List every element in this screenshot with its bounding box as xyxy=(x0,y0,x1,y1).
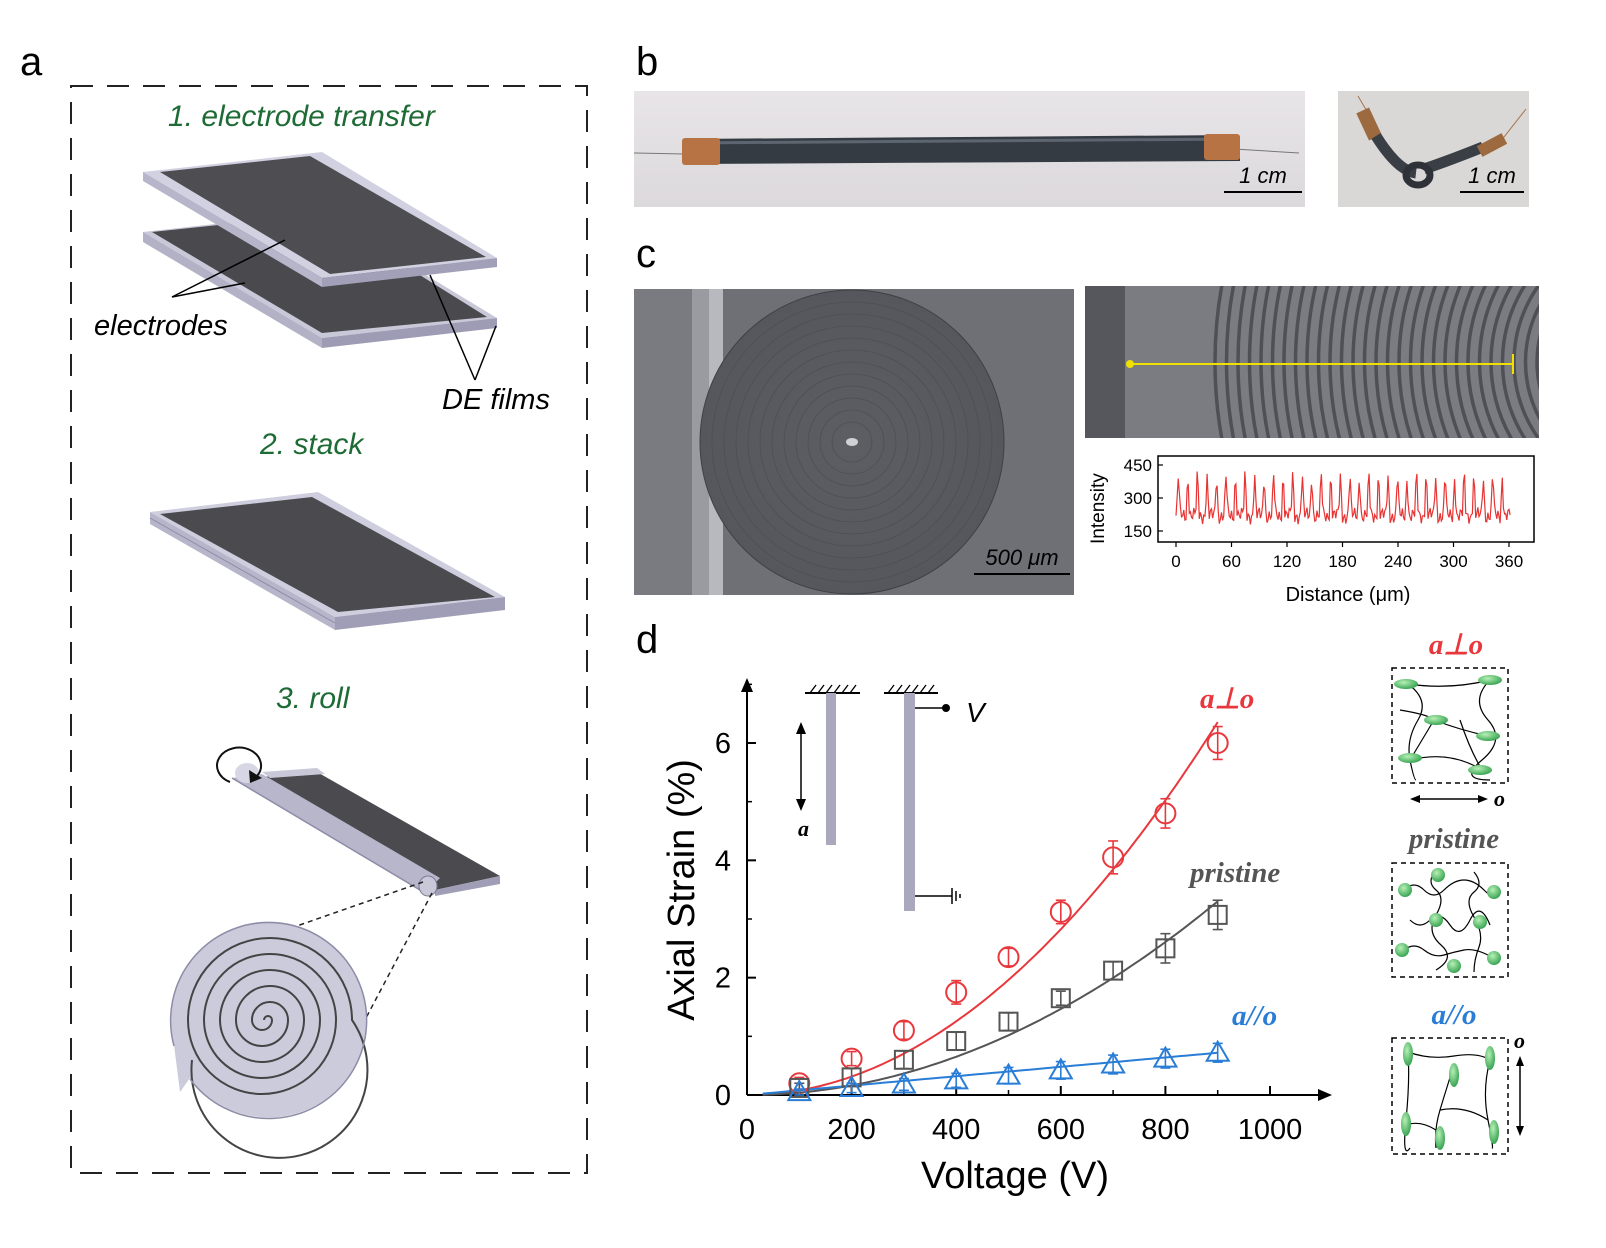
panel-d-letter: d xyxy=(636,618,659,662)
data-point xyxy=(995,1062,1022,1085)
data-point xyxy=(789,1077,810,1098)
series-label-pristine: pristine xyxy=(1187,857,1280,889)
profile-ylabel: Intensity xyxy=(1088,473,1109,544)
panel-a-letter: a xyxy=(20,40,43,84)
panel-a-diagram xyxy=(70,85,588,1174)
chart-xtick: 600 xyxy=(1037,1114,1085,1146)
data-point xyxy=(1050,988,1071,1009)
data-point xyxy=(840,1047,863,1070)
orientation-schematics: a⊥o o pristine a//o xyxy=(1391,629,1525,1155)
chart-xtick: 200 xyxy=(827,1114,875,1146)
data-point xyxy=(1048,1057,1074,1080)
electrodes-label: electrodes xyxy=(94,310,228,342)
data-point xyxy=(946,1031,967,1052)
panel-b-letter: b xyxy=(636,40,659,84)
data-point xyxy=(786,1079,813,1102)
data-point xyxy=(998,1011,1019,1032)
profile-xtick: 300 xyxy=(1439,552,1467,571)
data-point xyxy=(838,1074,865,1097)
schematic-label-apar: a//o xyxy=(1431,999,1476,1031)
scale-text-c: 500 μm xyxy=(985,545,1059,570)
profile-ytick: 150 xyxy=(1124,522,1152,541)
data-point xyxy=(1102,840,1125,875)
step1-label: 1. electrode transfer xyxy=(168,100,435,133)
chart-xtick: 1000 xyxy=(1238,1114,1303,1146)
inset-v-label: V xyxy=(966,697,987,728)
data-point xyxy=(1049,899,1072,925)
data-point xyxy=(893,1049,914,1070)
chart-xtick: 0 xyxy=(739,1114,755,1146)
chart-ytick: 6 xyxy=(715,728,731,760)
data-point xyxy=(1207,899,1228,931)
scale-text-b-left: 1 cm xyxy=(1239,163,1287,188)
scale-bar-b-right: 1 cm xyxy=(1460,163,1524,193)
inset-a-label: a xyxy=(798,816,809,841)
chart-ylabel: Axial Strain (%) xyxy=(661,759,703,1021)
scale-text-b-right: 1 cm xyxy=(1468,163,1516,188)
data-point xyxy=(945,979,968,1005)
data-point xyxy=(1204,1039,1231,1063)
chart-ytick: 4 xyxy=(715,845,731,877)
data-point xyxy=(1103,960,1124,981)
chart-xlabel: Voltage (V) xyxy=(921,1155,1109,1197)
fiber-photo-knot: 1 cm xyxy=(1338,91,1529,207)
intensity-profile-chart: 450 300 150 0 60 120 180 240 300 360 Intensity D… xyxy=(1088,455,1535,606)
data-point xyxy=(1155,932,1176,964)
profile-xtick: 60 xyxy=(1222,552,1241,571)
rotation-arrow-icon xyxy=(216,746,262,783)
fit-line-2 xyxy=(762,1051,1218,1095)
profile-xtick: 120 xyxy=(1273,552,1301,571)
step3-roll xyxy=(169,746,500,1159)
panel-c-letter: c xyxy=(636,232,656,276)
data-point xyxy=(1206,725,1229,761)
sem-layer-closeup xyxy=(1085,286,1539,438)
data-point xyxy=(997,946,1020,969)
chart-ytick: 2 xyxy=(715,963,731,995)
profile-xtick: 240 xyxy=(1384,552,1412,571)
profile-xlabel: Distance (μm) xyxy=(1286,584,1411,606)
data-point xyxy=(891,1071,917,1094)
series-label-aperp: a⊥o xyxy=(1200,683,1254,715)
profile-xtick: 360 xyxy=(1495,552,1523,571)
profile-ytick: 300 xyxy=(1124,489,1152,508)
schematic-o-label-2: o xyxy=(1514,1028,1525,1053)
fiber-photo-straight: 1 cm xyxy=(634,91,1305,207)
de-films-label: DE films xyxy=(442,384,550,416)
series-label-apar: a//o xyxy=(1232,1000,1277,1032)
spiral-cross-section xyxy=(169,921,369,1159)
data-point xyxy=(1154,797,1177,829)
sem-cross-section: 500 μm xyxy=(634,289,1074,595)
fit-line-1 xyxy=(762,900,1219,1096)
schematic-o-label-1: o xyxy=(1494,786,1505,811)
step1-films xyxy=(143,152,497,381)
fit-line-0 xyxy=(762,721,1219,1096)
profile-ytick: 450 xyxy=(1124,456,1152,475)
data-point xyxy=(892,1019,915,1042)
step3-label: 3. roll xyxy=(276,682,350,715)
chart-ytick: 0 xyxy=(715,1080,731,1112)
data-point xyxy=(943,1067,969,1090)
strain-voltage-chart: 0 200 400 600 800 1000 0 2 4 6 V a Voltage (V) Ax… xyxy=(661,678,1332,1197)
step2-stack xyxy=(149,492,505,630)
schematic-label-pristine: pristine xyxy=(1406,823,1499,855)
chart-xtick: 800 xyxy=(1141,1114,1189,1146)
profile-xtick: 180 xyxy=(1328,552,1356,571)
scale-bar-b-left: 1 cm xyxy=(1224,163,1302,193)
data-point xyxy=(1100,1051,1126,1075)
step2-label: 2. stack xyxy=(260,428,364,461)
scale-bar-c: 500 μm xyxy=(974,545,1070,575)
actuator-inset: V a xyxy=(796,684,987,911)
data-point xyxy=(1152,1045,1179,1069)
schematic-label-aperp: a⊥o xyxy=(1429,629,1483,661)
panel-a-frame xyxy=(70,85,588,1174)
profile-xtick: 0 xyxy=(1171,552,1180,571)
chart-xtick: 400 xyxy=(932,1114,980,1146)
